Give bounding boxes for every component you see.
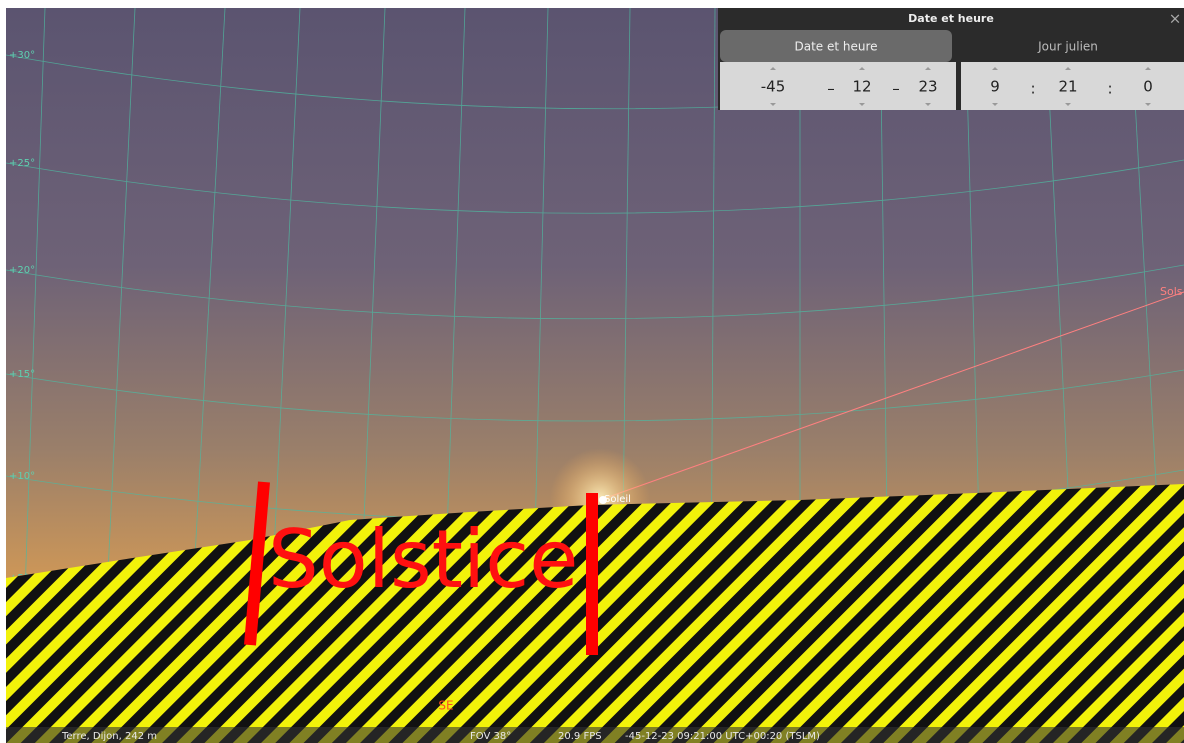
altitude-label: +25° — [9, 158, 35, 169]
status-fps: 20.9 FPS — [558, 731, 602, 742]
separator: – — [892, 80, 900, 98]
status-datetime: -45-12-23 09:21:00 UTC+00:20 (TSLM) — [625, 731, 820, 742]
separator: : — [1107, 80, 1112, 98]
tab-label[interactable]: Jour julien — [1037, 40, 1098, 54]
altitude-label: +20° — [9, 265, 35, 276]
ecliptic-label: Sols — [1160, 285, 1183, 298]
spin-arrows[interactable] — [770, 67, 1151, 106]
ecliptic — [599, 291, 1184, 501]
altitude-label: +10° — [9, 471, 35, 482]
dialog-title: Date et heure — [908, 12, 994, 25]
object-label: Soleil — [604, 494, 631, 505]
day-field[interactable]: 23 — [918, 78, 937, 96]
minute-field[interactable]: 21 — [1058, 78, 1077, 96]
altitude-label: +30° — [9, 50, 35, 61]
annotation: Solstice — [268, 513, 578, 606]
tab-active[interactable] — [720, 30, 952, 62]
marker-bar — [244, 481, 270, 646]
date-time-dialog: Date et heure × Date et heure Jour julie… — [718, 8, 1184, 110]
tab-label[interactable]: Date et heure — [794, 40, 877, 54]
sun — [599, 496, 607, 504]
second-field[interactable]: 0 — [1143, 78, 1153, 96]
altitude-label: +15° — [9, 369, 35, 380]
cardinal-point: SE — [438, 699, 453, 713]
month-field[interactable]: 12 — [852, 78, 871, 96]
separator: : — [1030, 80, 1035, 98]
year-field[interactable]: -45 — [761, 78, 786, 96]
date-panel — [720, 62, 956, 110]
status-bar — [6, 727, 1184, 743]
status-fov: FOV 38° — [470, 731, 511, 742]
separator: – — [827, 80, 835, 98]
close-button[interactable]: × — [1169, 10, 1182, 28]
status-location: Terre, Dijon, 242 m — [61, 731, 157, 742]
hour-field[interactable]: 9 — [990, 78, 1000, 96]
